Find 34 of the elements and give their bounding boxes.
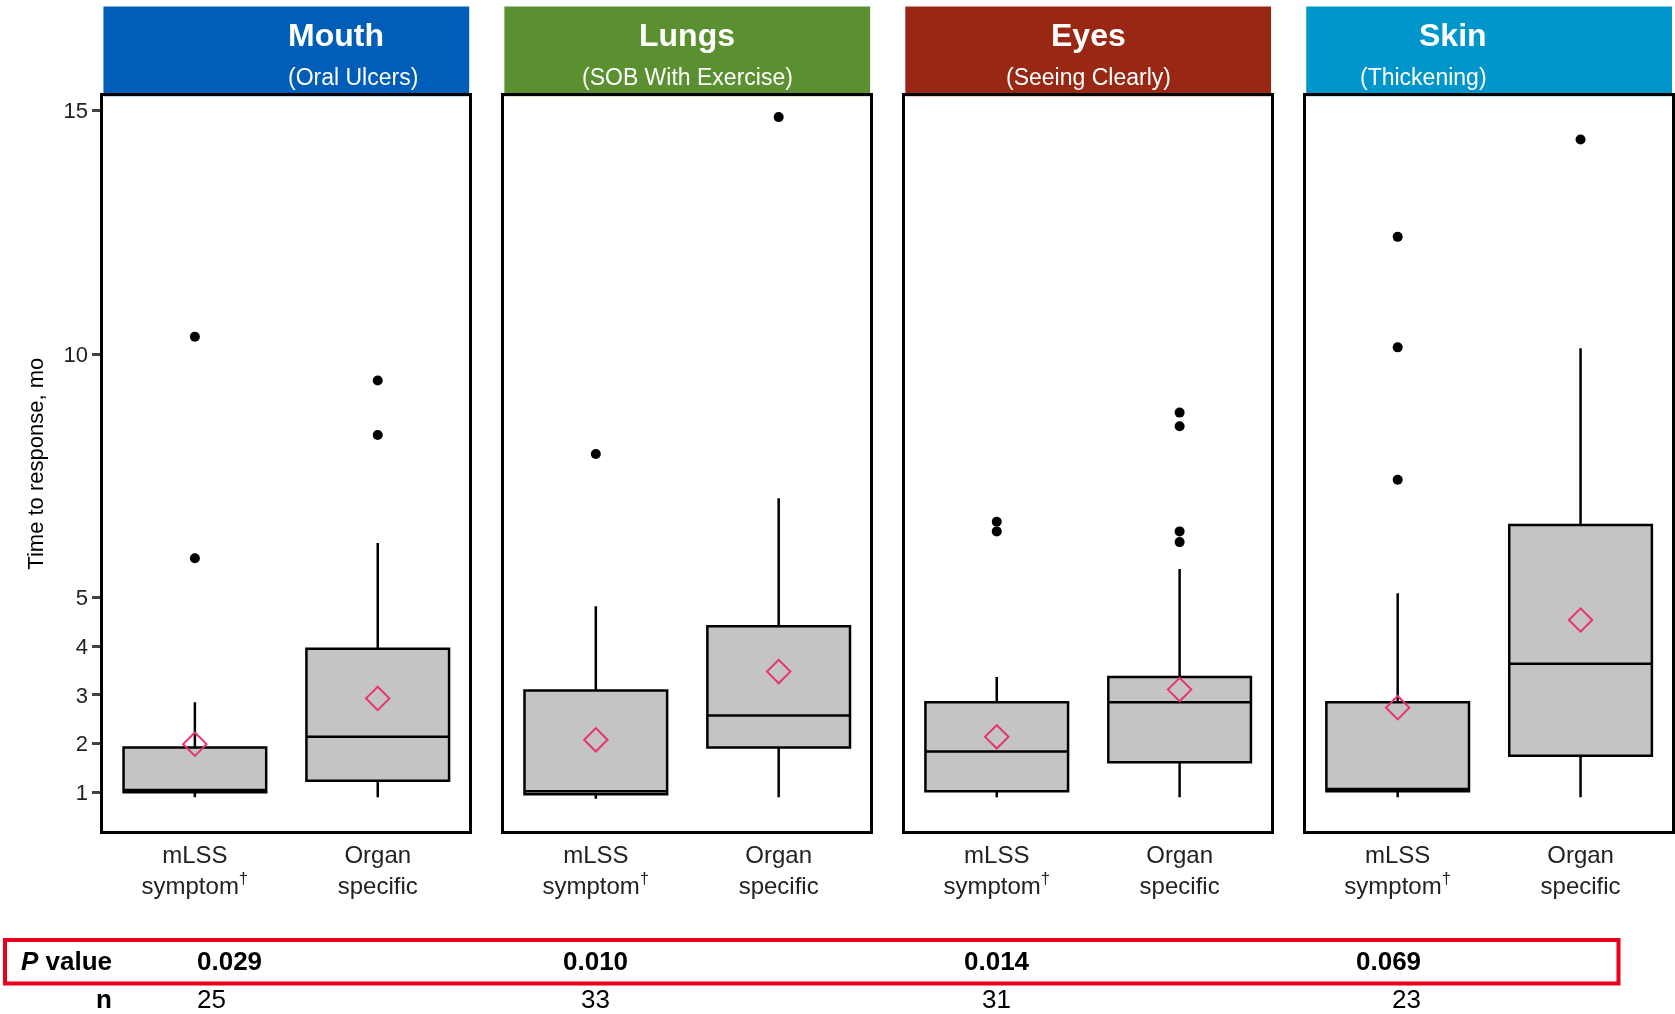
y-tick-label: 2: [75, 731, 89, 757]
x-tick-label: mLSS symptom$^{†}$: [1344, 841, 1452, 900]
chart-subtitle: (SOB With Exercise): [582, 64, 793, 90]
y-tick-label: 3: [75, 682, 89, 708]
x-tick-label: mLSS symptom$^{†}$: [542, 841, 650, 900]
y-tick-label: 4: [75, 633, 89, 659]
x-tick-label: mLSS symptom$^{†}$: [943, 841, 1051, 900]
text: 0.069: [1356, 946, 1422, 976]
x-tick-label: Organ specific: [337, 841, 418, 900]
x-tick-label: Organ specific: [1540, 841, 1621, 900]
x-tick-label: Organ specific: [738, 841, 819, 900]
chart-subtitle: (Oral Ulcers): [288, 64, 419, 90]
text: 0.014: [964, 946, 1030, 976]
y-tick-label: 15: [63, 98, 89, 124]
chart-title: Lungs: [639, 17, 735, 53]
chart-title: Mouth: [288, 17, 384, 53]
chart-subtitle: (Thickening): [1360, 64, 1487, 90]
x-tick-label: mLSS symptom$^{†}$: [141, 841, 249, 900]
chart-title: Skin: [1419, 17, 1487, 53]
text: 0.029: [197, 946, 263, 976]
y-tick-label: 10: [63, 341, 89, 367]
text: 31: [982, 984, 1011, 1014]
chart-subtitle: (Seeing Clearly): [1006, 64, 1171, 90]
x-tick-label: Organ specific: [1139, 841, 1220, 900]
y-axis-title: Time to response, mo: [23, 357, 49, 570]
text: 23: [1392, 984, 1421, 1014]
text: P value: [21, 946, 113, 976]
text: 25: [197, 984, 226, 1014]
text: 0.010: [563, 946, 629, 976]
y-tick-label: 5: [75, 585, 89, 611]
y-tick-label: 1: [75, 780, 89, 806]
text: 33: [581, 984, 610, 1014]
text: n: [96, 984, 112, 1014]
chart-title: Eyes: [1051, 17, 1126, 53]
